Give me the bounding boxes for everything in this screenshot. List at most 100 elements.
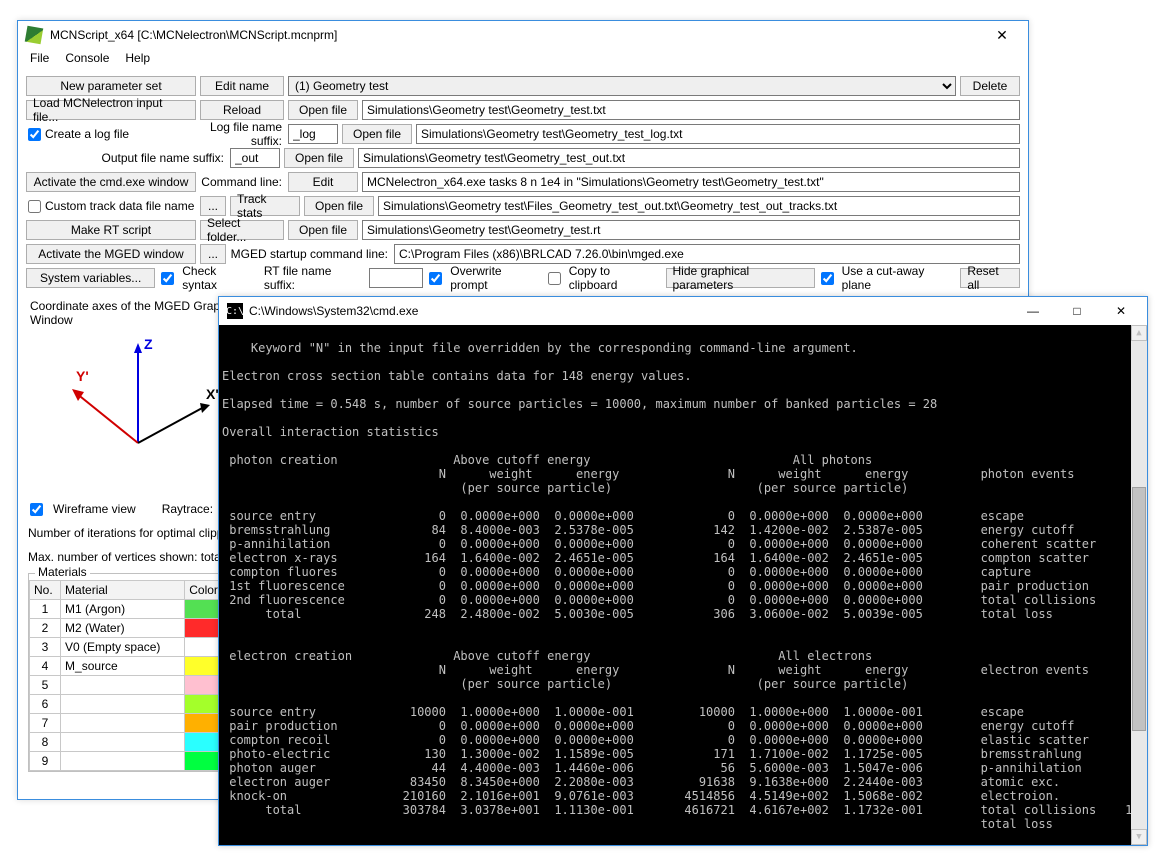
cutaway-label: Use a cut-away plane <box>842 264 957 292</box>
raytrace-label: Raytrace: <box>142 502 213 516</box>
edit-name-button[interactable]: Edit name <box>200 76 284 96</box>
mged-cmd-path[interactable] <box>394 244 1020 264</box>
axis-y-label: Y' <box>76 368 89 384</box>
rt-suffix-field[interactable] <box>369 268 423 288</box>
axis-x-label: X' <box>206 386 219 402</box>
cell-material <box>61 733 185 752</box>
scroll-track[interactable] <box>1131 341 1147 829</box>
cmd-window: C:\ C:\Windows\System32\cmd.exe — □ ✕ Ke… <box>218 296 1148 846</box>
console-text: Keyword "N" in the input file overridden… <box>222 341 1147 845</box>
table-row[interactable]: 9 <box>30 752 237 771</box>
console-output: Keyword "N" in the input file overridden… <box>219 325 1147 845</box>
overwrite-label: Overwrite prompt <box>450 264 541 292</box>
open-file-button-5[interactable]: Open file <box>288 220 358 240</box>
wireframe-label: Wireframe view <box>53 502 136 516</box>
track-stats-button[interactable]: Track stats <box>230 196 300 216</box>
log-suffix-label: Log file name suffix: <box>200 120 284 148</box>
cell-no: 5 <box>30 676 61 695</box>
create-log-checkbox[interactable] <box>28 128 41 141</box>
coordinate-axes-view: Z Y' X' <box>28 333 228 493</box>
command-line-field[interactable] <box>362 172 1020 192</box>
cell-no: 9 <box>30 752 61 771</box>
load-input-file-button[interactable]: Load MCNelectron input file... <box>26 100 196 120</box>
menu-help[interactable]: Help <box>123 51 152 67</box>
cell-no: 3 <box>30 638 61 657</box>
table-row[interactable]: 3V0 (Empty space) <box>30 638 237 657</box>
cell-material <box>61 752 185 771</box>
materials-group: Materials No. Material Color 1M1 (Argon)… <box>28 573 238 772</box>
open-file-button-4[interactable]: Open file <box>304 196 374 216</box>
table-row[interactable]: 4M_source <box>30 657 237 676</box>
scroll-thumb[interactable] <box>1132 487 1146 731</box>
mged-dots-button[interactable]: ... <box>200 244 226 264</box>
col-no: No. <box>30 581 61 600</box>
copy-clipboard-checkbox[interactable] <box>548 272 561 285</box>
open-file-button-3[interactable]: Open file <box>284 148 354 168</box>
select-folder-button[interactable]: Select folder... <box>200 220 284 240</box>
activate-cmd-button[interactable]: Activate the cmd.exe window <box>26 172 196 192</box>
track-dots-button[interactable]: ... <box>200 196 226 216</box>
table-row[interactable]: 2M2 (Water) <box>30 619 237 638</box>
hide-graphical-button[interactable]: Hide graphical parameters <box>666 268 815 288</box>
cell-no: 7 <box>30 714 61 733</box>
open-file-button-2[interactable]: Open file <box>342 124 412 144</box>
copy-clipboard-label: Copy to clipboard <box>569 264 662 292</box>
materials-caption: Materials <box>35 565 90 579</box>
rt-file-path[interactable] <box>362 220 1020 240</box>
cell-material: M2 (Water) <box>61 619 185 638</box>
cell-material: M1 (Argon) <box>61 600 185 619</box>
window-title: MCNScript_x64 [C:\MCNelectron\MCNScript.… <box>48 28 982 42</box>
menu-console[interactable]: Console <box>63 51 111 67</box>
cell-no: 2 <box>30 619 61 638</box>
open-file-button-1[interactable]: Open file <box>288 100 358 120</box>
track-file-path[interactable] <box>378 196 1020 216</box>
cmd-titlebar[interactable]: C:\ C:\Windows\System32\cmd.exe — □ ✕ <box>219 297 1147 325</box>
activate-mged-button[interactable]: Activate the MGED window <box>26 244 196 264</box>
log-file-path[interactable] <box>416 124 1020 144</box>
scroll-down-icon[interactable]: ▼ <box>1131 829 1147 845</box>
log-suffix-field[interactable] <box>288 124 338 144</box>
axis-z-label: Z <box>144 336 153 352</box>
table-row[interactable]: 6 <box>30 695 237 714</box>
maximize-icon[interactable]: □ <box>1055 300 1099 322</box>
table-row[interactable]: 8 <box>30 733 237 752</box>
wireframe-checkbox[interactable] <box>30 503 43 516</box>
scroll-up-icon[interactable]: ▲ <box>1131 325 1147 341</box>
app-icon <box>25 26 44 45</box>
cmd-close-icon[interactable]: ✕ <box>1099 300 1143 322</box>
cell-material <box>61 676 185 695</box>
new-parameter-set-button[interactable]: New parameter set <box>26 76 196 96</box>
menu-file[interactable]: File <box>28 51 51 67</box>
output-file-path[interactable] <box>358 148 1020 168</box>
custom-track-checkbox[interactable] <box>28 200 41 213</box>
max-vertices-label: Max. number of vertices shown: total - <box>28 550 231 564</box>
main-titlebar[interactable]: MCNScript_x64 [C:\MCNelectron\MCNScript.… <box>18 21 1028 49</box>
console-scrollbar[interactable]: ▲ ▼ <box>1131 325 1147 845</box>
reload-button[interactable]: Reload <box>200 100 284 120</box>
delete-button[interactable]: Delete <box>960 76 1020 96</box>
parameter-set-combo[interactable]: (1) Geometry test <box>288 76 956 96</box>
table-row[interactable]: 1M1 (Argon) <box>30 600 237 619</box>
cell-material: V0 (Empty space) <box>61 638 185 657</box>
table-row[interactable]: 5 <box>30 676 237 695</box>
check-syntax-checkbox[interactable] <box>161 272 174 285</box>
make-rt-button[interactable]: Make RT script <box>26 220 196 240</box>
mged-cmd-label: MGED startup command line: <box>230 247 390 261</box>
edit-command-button[interactable]: Edit <box>288 172 358 192</box>
create-log-label: Create a log file <box>45 127 129 141</box>
system-variables-button[interactable]: System variables... <box>26 268 155 288</box>
table-row[interactable]: 7 <box>30 714 237 733</box>
close-icon[interactable]: ✕ <box>982 25 1022 45</box>
reset-all-button[interactable]: Reset all <box>960 268 1020 288</box>
cell-material: M_source <box>61 657 185 676</box>
menubar: File Console Help <box>18 49 1028 69</box>
cell-no: 6 <box>30 695 61 714</box>
overwrite-checkbox[interactable] <box>429 272 442 285</box>
minimize-icon[interactable]: — <box>1011 300 1055 322</box>
cmd-title: C:\Windows\System32\cmd.exe <box>249 304 1011 318</box>
col-material: Material <box>61 581 185 600</box>
input-file-path[interactable] <box>362 100 1020 120</box>
output-suffix-field[interactable] <box>230 148 280 168</box>
cutaway-checkbox[interactable] <box>821 272 834 285</box>
cell-no: 8 <box>30 733 61 752</box>
